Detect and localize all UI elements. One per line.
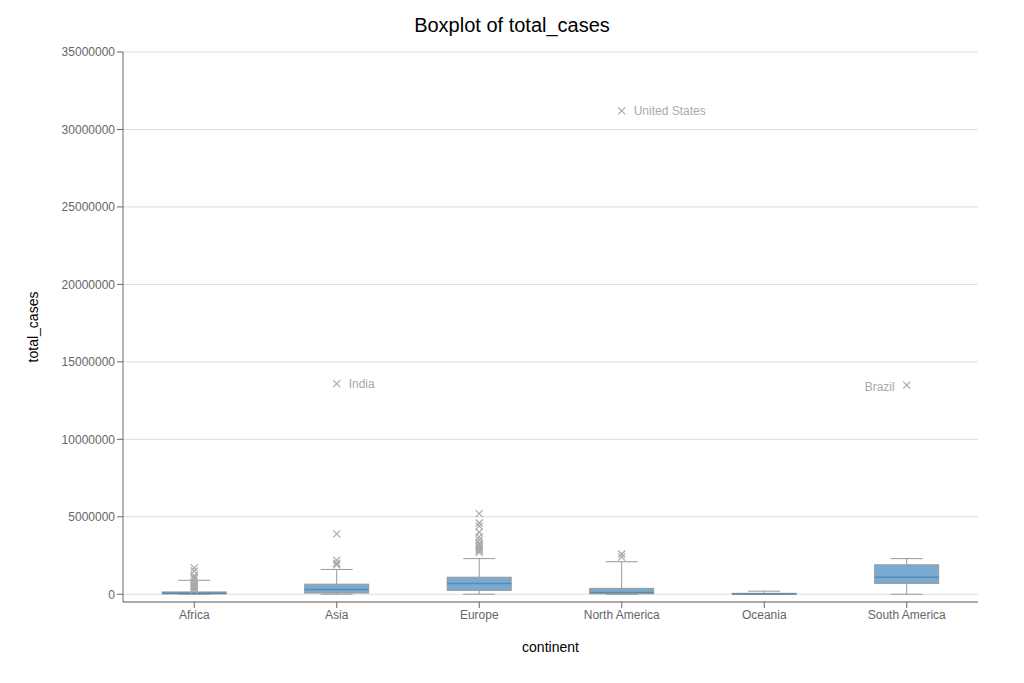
svg-text:South America: South America [868,608,946,622]
svg-text:10000000: 10000000 [62,433,116,447]
svg-text:35000000: 35000000 [62,45,116,59]
svg-text:India: India [349,377,375,391]
svg-text:total_cases: total_cases [25,292,41,363]
svg-text:0: 0 [108,588,115,602]
svg-text:5000000: 5000000 [68,510,115,524]
svg-text:Africa: Africa [179,608,210,622]
svg-text:United States: United States [634,104,706,118]
svg-text:Europe: Europe [460,608,499,622]
svg-text:Asia: Asia [325,608,349,622]
svg-text:30000000: 30000000 [62,123,116,137]
svg-text:Brazil: Brazil [865,380,895,394]
svg-text:Oceania: Oceania [742,608,787,622]
svg-text:continent: continent [522,639,579,655]
svg-text:15000000: 15000000 [62,355,116,369]
svg-text:25000000: 25000000 [62,200,116,214]
html-text:Boxplot of total_cases: Boxplot of total_cases [414,14,610,36]
svg-text:North America: North America [584,608,660,622]
svg-text:20000000: 20000000 [62,278,116,292]
